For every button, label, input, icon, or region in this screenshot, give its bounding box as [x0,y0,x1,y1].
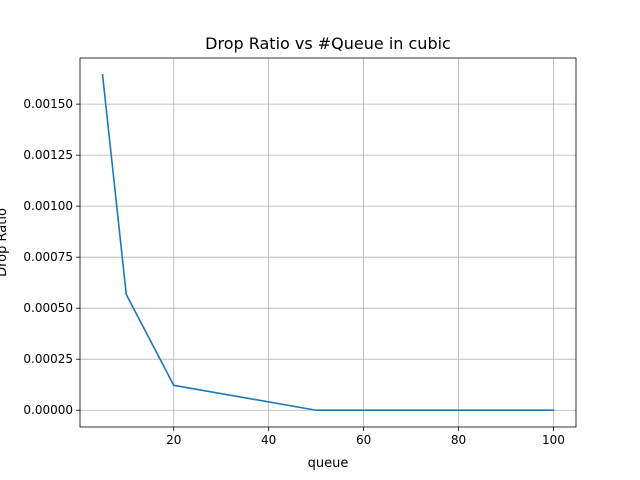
x-tick-label: 40 [261,433,276,447]
y-axis-label: Drop Ratio [0,208,10,277]
x-axis-ticks: 20 40 60 80 100 [166,427,565,447]
series-layer [101,73,555,412]
y-tick-label: 0.00150 [23,97,73,111]
series-line [101,73,555,412]
plot-frame [79,57,577,428]
y-tick-label: 0.00050 [23,301,73,315]
y-tick-label: 0.00075 [23,250,73,264]
x-tick-label: 20 [166,433,181,447]
grid-lines [80,58,576,427]
chart-title: Drop Ratio vs #Queue in cubic [205,34,451,53]
y-tick-label: 0.00100 [23,199,73,213]
x-tick-label: 60 [356,433,371,447]
x-axis-label: queue [308,456,349,471]
y-tick-label: 0.00025 [23,352,73,366]
y-axis-ticks: 0.00000 0.00025 0.00050 0.00075 0.00100 0.001… [23,97,80,417]
y-tick-label: 0.00000 [23,403,73,417]
x-tick-label: 100 [542,433,565,447]
x-tick-label: 80 [451,433,466,447]
y-tick-label: 0.00125 [23,148,73,162]
